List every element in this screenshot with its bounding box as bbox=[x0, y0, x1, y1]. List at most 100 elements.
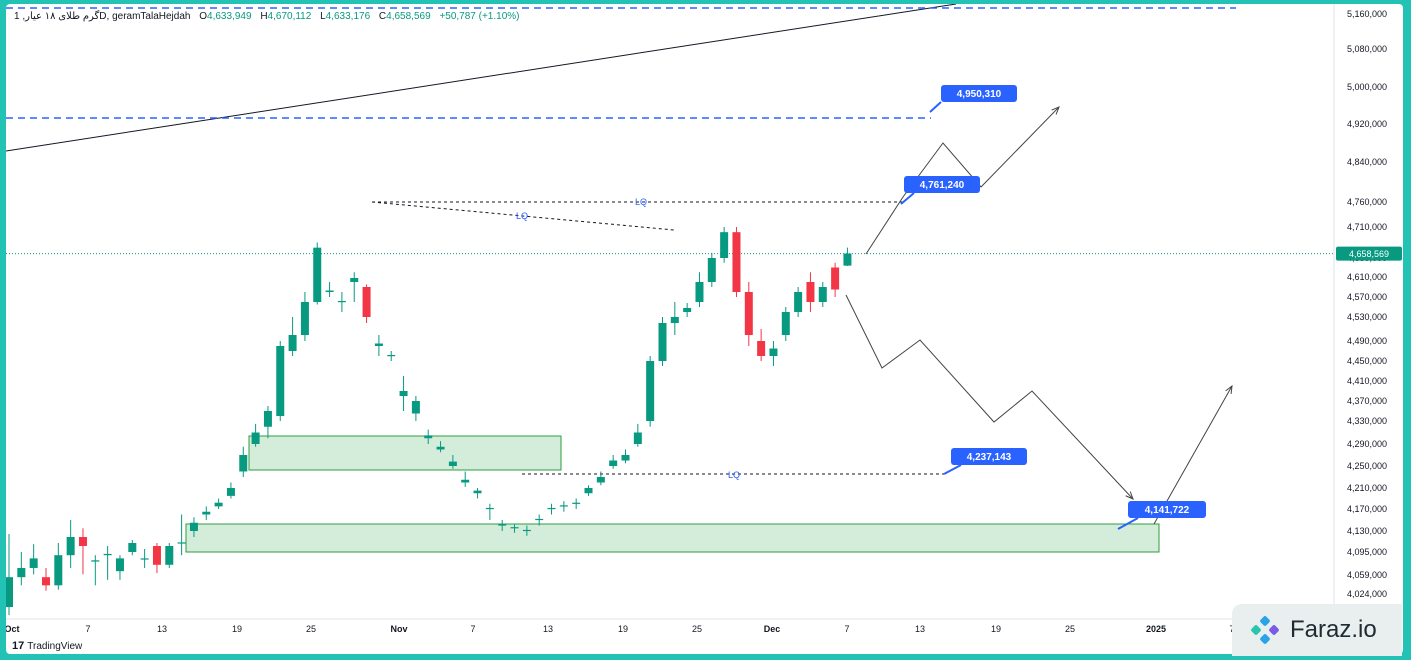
demand-zone-lower bbox=[185, 523, 1160, 553]
time-tick-label: 19 bbox=[232, 624, 242, 634]
price-callout-label: 4,141,722 bbox=[1145, 505, 1190, 516]
lq-label: LQ bbox=[728, 470, 740, 480]
callout-pointer bbox=[900, 192, 915, 205]
candle-body bbox=[621, 455, 630, 461]
price-tick-label: 4,210,000 bbox=[1347, 483, 1387, 493]
candle-body bbox=[609, 460, 618, 466]
candle-body bbox=[559, 505, 568, 507]
candle-body bbox=[189, 522, 198, 531]
price-tick-label: 5,000,000 bbox=[1347, 82, 1387, 92]
price-tick-label: 4,290,000 bbox=[1347, 439, 1387, 449]
time-tick-label: 13 bbox=[157, 624, 167, 634]
close-value: 4,658,569 bbox=[386, 11, 431, 22]
faraz-label: Faraz.io bbox=[1290, 616, 1377, 643]
candle-body bbox=[473, 490, 482, 494]
price-tick-label: 4,059,000 bbox=[1347, 570, 1387, 580]
candle-body bbox=[485, 507, 494, 510]
bullish-projection-path bbox=[865, 106, 1060, 255]
candle-body bbox=[276, 346, 285, 416]
price-callout bbox=[941, 85, 1017, 102]
candle-body bbox=[658, 323, 667, 361]
price-tick-label: 4,490,000 bbox=[1347, 336, 1387, 346]
candle-body bbox=[461, 479, 470, 483]
candle-body bbox=[177, 542, 186, 544]
time-tick-label: Nov bbox=[390, 624, 407, 634]
candle-body bbox=[818, 287, 827, 302]
candle-body bbox=[781, 312, 790, 335]
candle-body bbox=[202, 511, 211, 515]
candle-body bbox=[424, 435, 433, 439]
candle-body bbox=[843, 253, 852, 266]
price-tick-label: 4,370,000 bbox=[1347, 396, 1387, 406]
tradingview-icon: 17 bbox=[12, 640, 25, 652]
bearish-projection-path-arrowhead bbox=[1125, 491, 1134, 500]
candle-body bbox=[584, 488, 593, 494]
candle-body bbox=[399, 391, 408, 396]
candle-body bbox=[646, 361, 655, 421]
price-tick-label: 4,170,000 bbox=[1347, 504, 1387, 514]
price-tick-label: 4,570,000 bbox=[1347, 292, 1387, 302]
candle-body bbox=[707, 258, 716, 282]
price-tick-label: 5,160,000 bbox=[1347, 9, 1387, 19]
candle-body bbox=[374, 343, 383, 346]
price-tick-label: 4,095,000 bbox=[1347, 547, 1387, 557]
time-tick-label: 7 bbox=[85, 624, 90, 634]
candle-body bbox=[140, 558, 149, 560]
candle-body bbox=[387, 355, 396, 357]
faraz-badge[interactable]: Faraz.io bbox=[1232, 604, 1402, 656]
time-tick-label: 19 bbox=[991, 624, 1001, 634]
price-callout bbox=[951, 448, 1027, 465]
price-callout-label: 4,950,310 bbox=[957, 89, 1002, 100]
price-callout bbox=[904, 176, 980, 193]
tradingview-logo[interactable]: 17 TradingView bbox=[12, 640, 83, 652]
candle-body bbox=[165, 546, 174, 565]
candle-body bbox=[214, 502, 223, 507]
candle-body bbox=[350, 278, 359, 282]
price-tick-label: 5,080,000 bbox=[1347, 44, 1387, 54]
change-value: +50,787 (+1.10%) bbox=[439, 11, 520, 22]
candle-body bbox=[670, 317, 679, 323]
bearish-projection-path bbox=[845, 294, 1134, 500]
symbol-name[interactable]: 1 ,گرم طلای ۱۸ عیارD, geramTalaHejdah bbox=[14, 11, 191, 22]
candle-body bbox=[522, 529, 531, 532]
last-price-label: 4,658,569 bbox=[1349, 249, 1389, 259]
candle-body bbox=[313, 247, 322, 302]
candle-body bbox=[498, 524, 507, 526]
candle-body bbox=[411, 401, 420, 414]
trend-line bbox=[6, 4, 957, 152]
candle-body bbox=[633, 432, 642, 444]
candle-body bbox=[732, 232, 741, 292]
faraz-logo-icon bbox=[1251, 616, 1279, 644]
candle-body bbox=[757, 341, 766, 356]
candle-body bbox=[239, 455, 248, 472]
price-tick-label: 4,024,000 bbox=[1347, 589, 1387, 599]
candle-body bbox=[535, 518, 544, 521]
lq-label: LQ bbox=[516, 211, 528, 221]
candle-body bbox=[17, 567, 26, 578]
time-tick-label: 7 bbox=[470, 624, 475, 634]
price-tick-label: 4,530,000 bbox=[1347, 312, 1387, 322]
time-tick-label: 13 bbox=[915, 624, 925, 634]
candle-body bbox=[66, 537, 75, 556]
candle-body bbox=[436, 446, 445, 450]
candle-body bbox=[806, 282, 815, 302]
price-tick-label: 4,610,000 bbox=[1347, 272, 1387, 282]
candle-body bbox=[683, 308, 692, 312]
candle-body bbox=[41, 577, 50, 586]
time-tick-label: 19 bbox=[618, 624, 628, 634]
lq-line-diagonal bbox=[371, 201, 675, 231]
candle-body bbox=[128, 543, 137, 552]
candle-body bbox=[510, 527, 519, 529]
time-tick-label: 2025 bbox=[1146, 624, 1166, 634]
time-tick-label: Dec bbox=[764, 624, 781, 634]
price-tick-label: 4,330,000 bbox=[1347, 416, 1387, 426]
price-chart[interactable]: 5,160,000 5,080,000 5,000,000 4,920,000 4,84… bbox=[6, 4, 1403, 654]
lq-label: LQ bbox=[635, 197, 647, 207]
time-tick-label: 25 bbox=[1065, 624, 1075, 634]
price-tick-label: 4,710,000 bbox=[1347, 222, 1387, 232]
candle-body bbox=[91, 560, 100, 562]
candle-body bbox=[744, 292, 753, 335]
candle-body bbox=[448, 461, 457, 466]
candle-body bbox=[288, 335, 297, 351]
candle-body bbox=[337, 301, 346, 303]
